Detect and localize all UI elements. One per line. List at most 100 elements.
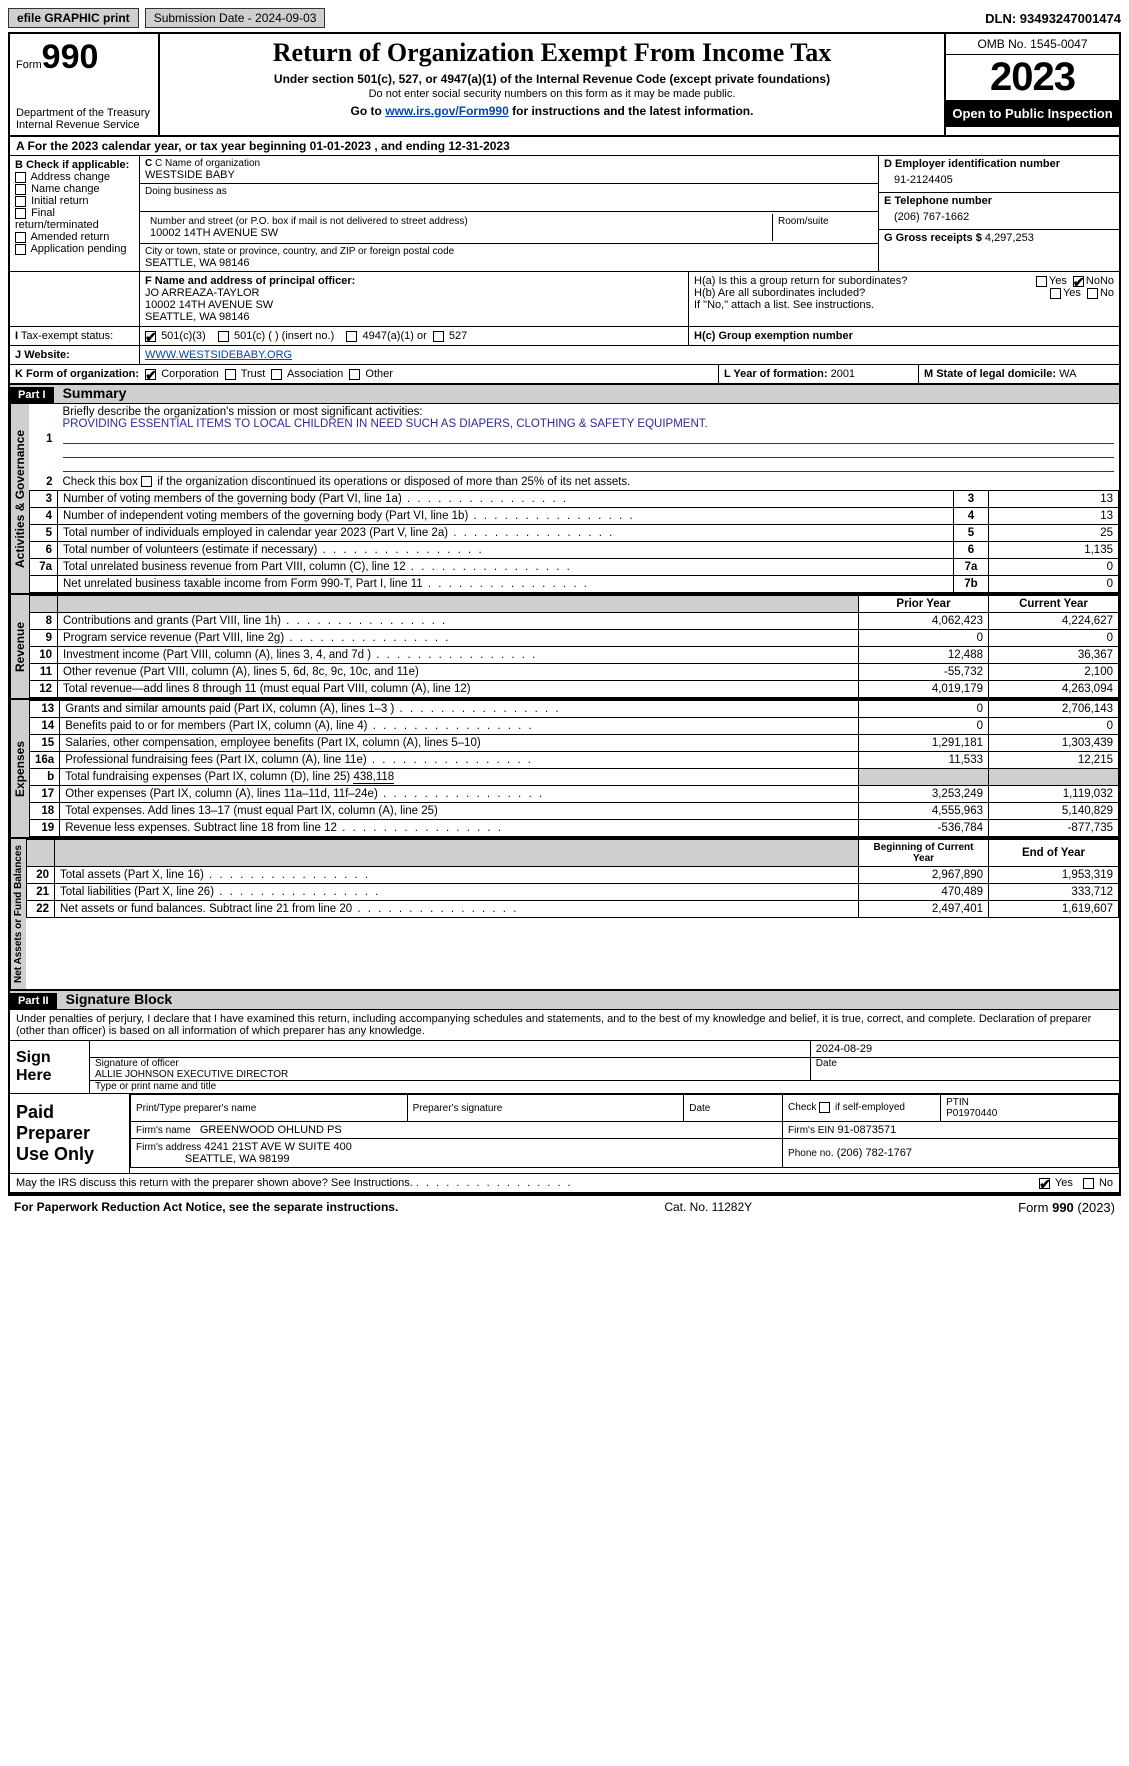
line-9-prior: 0 [859, 630, 989, 647]
officer-addr1: 10002 14TH AVENUE SW [145, 299, 683, 311]
line-8-label: Contributions and grants (Part VIII, lin… [58, 613, 859, 630]
dba-label: Doing business as [145, 186, 873, 197]
line-17-label: Other expenses (Part IX, column (A), lin… [60, 786, 859, 803]
line-21-end: 333,712 [989, 884, 1119, 901]
check-trust[interactable]: Trust [225, 368, 266, 380]
form-container: Form990 Department of the Treasury Inter… [8, 32, 1121, 1196]
officer-label: F Name and address of principal officer: [145, 275, 683, 287]
firm-name-cell: Firm's name GREENWOOD OHLUND PS [131, 1122, 783, 1139]
line-22-beg: 2,497,401 [859, 901, 989, 918]
line-14-curr: 0 [989, 718, 1119, 735]
h-b-note: If "No," attach a list. See instructions… [694, 299, 1114, 311]
firm-ein-cell: Firm's EIN 91-0873571 [783, 1122, 1119, 1139]
box-c: C C Name of organization WESTSIDE BABY D… [140, 156, 879, 271]
part-1-header: Part I Summary [10, 385, 1119, 404]
box-b-header: B Check if applicable: [15, 159, 134, 171]
discuss-yes[interactable]: Yes [1039, 1177, 1073, 1189]
form-label: Form [16, 59, 42, 71]
row-a-tax-year: A For the 2023 calendar year, or tax yea… [10, 137, 1119, 156]
line-18-prior: 4,555,963 [859, 803, 989, 820]
line-15-curr: 1,303,439 [989, 735, 1119, 752]
paperwork-notice: For Paperwork Reduction Act Notice, see … [14, 1200, 398, 1214]
line-8-curr: 4,224,627 [989, 613, 1119, 630]
type-name-label: Type or print name and title [90, 1081, 1119, 1093]
line-5-val: 25 [989, 525, 1119, 542]
line-7b-val: 0 [989, 576, 1119, 593]
line-18-curr: 5,140,829 [989, 803, 1119, 820]
line-5-label: Total number of individuals employed in … [58, 525, 954, 542]
check-corp[interactable]: Corporation [145, 368, 219, 380]
line-17-curr: 1,119,032 [989, 786, 1119, 803]
perjury-statement: Under penalties of perjury, I declare th… [10, 1010, 1119, 1041]
form-subtitle-1: Under section 501(c), 527, or 4947(a)(1)… [170, 72, 934, 86]
check-discontinued[interactable] [141, 476, 152, 487]
check-527[interactable]: 527 [433, 330, 467, 342]
preparer-date-label: Date [684, 1095, 783, 1122]
h-a-yes[interactable]: Yes [1036, 275, 1067, 287]
form-number: 990 [42, 38, 99, 76]
check-501c[interactable]: 501(c) ( ) (insert no.) [218, 330, 334, 342]
line-11-label: Other revenue (Part VIII, column (A), li… [58, 664, 859, 681]
check-application-pending[interactable]: Application pending [15, 243, 134, 255]
line-6-label: Total number of volunteers (estimate if … [58, 542, 954, 559]
check-self-employed[interactable]: Check if self-employed [783, 1095, 941, 1122]
form-header: Form990 Department of the Treasury Inter… [10, 34, 1119, 137]
check-initial-return[interactable]: Initial return [15, 195, 134, 207]
line-14-prior: 0 [859, 718, 989, 735]
line-12-label: Total revenue—add lines 8 through 11 (mu… [58, 681, 859, 698]
city-state-zip: SEATTLE, WA 98146 [145, 257, 873, 269]
line-19-prior: -536,784 [859, 820, 989, 837]
website-link[interactable]: WWW.WESTSIDEBABY.ORG [145, 349, 292, 361]
form-footer: Form 990 (2023) [1018, 1200, 1115, 1215]
sign-here-block: Sign Here 2024-08-29 Signature of office… [10, 1041, 1119, 1094]
top-bar: efile GRAPHIC print Submission Date - 20… [8, 8, 1121, 28]
h-b-label: H(b) Are all subordinates included? [694, 287, 1050, 299]
check-assoc[interactable]: Association [271, 368, 343, 380]
check-address-change[interactable]: Address change [15, 171, 134, 183]
discuss-no[interactable]: No [1083, 1177, 1113, 1189]
line-16a-curr: 12,215 [989, 752, 1119, 769]
h-c: H(c) Group exemption number [689, 327, 1119, 345]
check-other[interactable]: Other [349, 368, 393, 380]
check-4947[interactable]: 4947(a)(1) or [346, 330, 426, 342]
part-2-header: Part II Signature Block [10, 991, 1119, 1010]
paid-preparer-block: Paid Preparer Use Only Print/Type prepar… [10, 1094, 1119, 1174]
check-final-return[interactable]: Final return/terminated [15, 207, 134, 231]
line-16a-label: Professional fundraising fees (Part IX, … [60, 752, 859, 769]
row-j: J Website: WWW.WESTSIDEBABY.ORG [10, 346, 1119, 365]
firm-address-cell: Firm's address 4241 21ST AVE W SUITE 400… [131, 1139, 783, 1168]
mission-text: PROVIDING ESSENTIAL ITEMS TO LOCAL CHILD… [63, 418, 708, 430]
line-16a-prior: 11,533 [859, 752, 989, 769]
line-22-label: Net assets or fund balances. Subtract li… [55, 901, 859, 918]
efile-print-button[interactable]: efile GRAPHIC print [8, 8, 139, 28]
line-8-prior: 4,062,423 [859, 613, 989, 630]
year-formation: L Year of formation: 2001 [719, 365, 919, 383]
page-footer: For Paperwork Reduction Act Notice, see … [8, 1196, 1121, 1219]
box-deg: D Employer identification number 91-2124… [879, 156, 1119, 271]
line-19-curr: -877,735 [989, 820, 1119, 837]
check-name-change[interactable]: Name change [15, 183, 134, 195]
check-501c3[interactable]: 501(c)(3) [145, 330, 206, 342]
line-14-label: Benefits paid to or for members (Part IX… [60, 718, 859, 735]
org-name: WESTSIDE BABY [145, 169, 873, 181]
summary-expenses: Expenses 13Grants and similar amounts pa… [10, 700, 1119, 839]
line-4-val: 13 [989, 508, 1119, 525]
line-11-prior: -55,732 [859, 664, 989, 681]
sig-officer-label: Signature of officer [95, 1058, 179, 1069]
end-year-hdr: End of Year [989, 840, 1119, 867]
h-b-no[interactable]: No [1087, 287, 1114, 299]
line-3-val: 13 [989, 491, 1119, 508]
city-label: City or town, state or province, country… [145, 246, 873, 257]
line-20-end: 1,953,319 [989, 867, 1119, 884]
irs-link[interactable]: www.irs.gov/Form990 [385, 104, 509, 118]
tab-expenses: Expenses [10, 700, 29, 837]
line-7a-val: 0 [989, 559, 1119, 576]
h-a-no[interactable]: NoNo [1073, 275, 1114, 287]
line-17-prior: 3,253,249 [859, 786, 989, 803]
line-1-label: Briefly describe the organization's miss… [63, 406, 423, 418]
check-amended-return[interactable]: Amended return [15, 231, 134, 243]
form-title: Return of Organization Exempt From Incom… [170, 38, 934, 68]
line-4-label: Number of independent voting members of … [58, 508, 954, 525]
row-klm: K Form of organization: Corporation Trus… [10, 365, 1119, 385]
line-21-label: Total liabilities (Part X, line 26) [55, 884, 859, 901]
